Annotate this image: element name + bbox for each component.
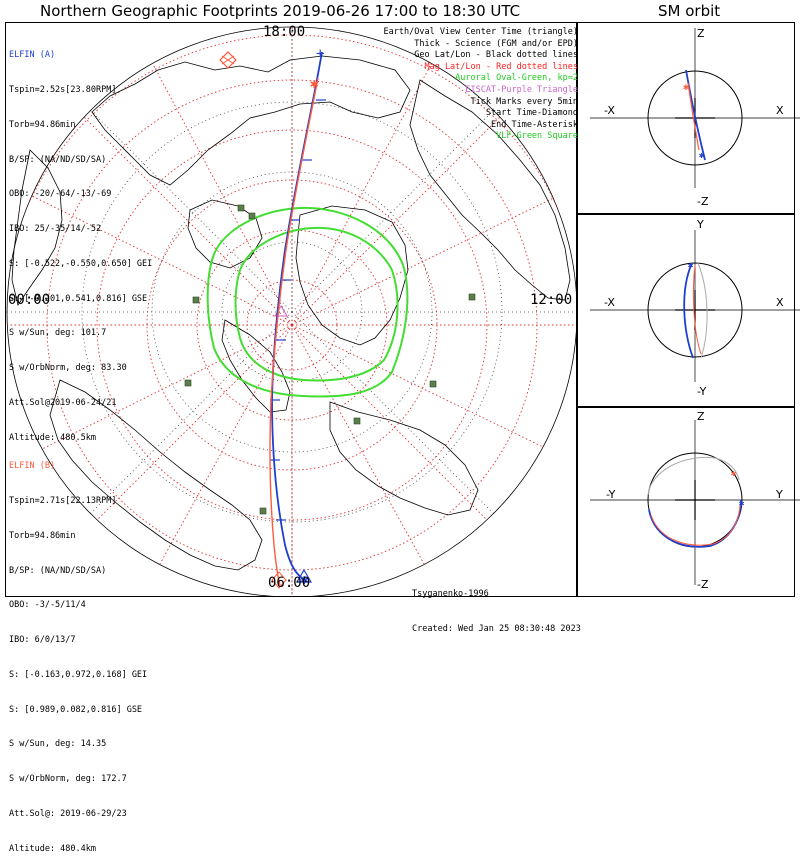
plot-title: Northern Geographic Footprints 2019-06-2…	[40, 2, 521, 20]
auroral-oval-inner	[234, 226, 399, 382]
sm-panel-2: ✱	[590, 230, 800, 382]
elfin-b-line: B/SP: (NA/ND/SD/SA)	[9, 565, 107, 576]
legend-item: Thick - Science (FGM and/or EPD)	[414, 38, 578, 49]
legend-item: Auroral Oval-Green, kp=2	[455, 73, 578, 84]
elfin-a-info: ELFIN (A) Tspin=2.52s[23.80RPM] Torb=94.…	[9, 27, 152, 456]
sm3-top: Z	[697, 410, 705, 423]
legend-item: Mag Lat/Lon - Red dotted lines	[424, 61, 578, 72]
elfin-a-line: S w/OrbNorm, deg: 83.30	[9, 363, 127, 374]
elfin-b-line: S w/Sun, deg: 14.35	[9, 739, 107, 750]
svg-text:✱: ✱	[731, 469, 737, 479]
svg-text:✱: ✱	[300, 572, 309, 588]
elfin-b-info: ELFIN (B) Tspin=2.71s[22.13RPM] Torb=94.…	[9, 438, 147, 867]
elfin-a-line: IBO: 25/-35/14/-52	[9, 224, 102, 235]
svg-text:+: +	[316, 46, 324, 62]
elfin-a-line: B/SP: (NA/ND/SD/SA)	[9, 154, 107, 165]
sm2-top: Y	[697, 218, 704, 231]
legend: Earth/Oval View Center Time (triangle) T…	[384, 27, 578, 143]
map-label-right: 12:00	[530, 292, 573, 308]
elfin-a-line: Altitude: 480.5km	[9, 432, 96, 443]
sm-orbit-title: SM orbit	[658, 2, 721, 20]
svg-text:✱: ✱	[310, 76, 319, 92]
elfin-a-line: Att.Sol@2019-06-24/21	[9, 398, 117, 408]
legend-item: Geo Lat/Lon - Black dotted lines	[414, 50, 578, 61]
sm-panel-3: ✱ ✱	[590, 420, 800, 585]
legend-item: EISCAT-Purple Triangle	[465, 84, 578, 95]
auroral-ovals	[206, 206, 409, 398]
map-frame	[5, 22, 577, 597]
elfin-b-line: Torb=94.86min	[9, 530, 76, 541]
sm2-bottom: -Y	[697, 385, 707, 398]
sm3-bottom: -Z	[697, 578, 709, 591]
footer: Tsyganenko-1996 Created: Wed Jan 25 08:3…	[412, 566, 581, 647]
sm2-right: X	[776, 296, 784, 309]
elfin-b-line: Altitude: 480.4km	[9, 843, 96, 854]
elfin-b-line: S w/OrbNorm, deg: 172.7	[9, 774, 127, 785]
svg-text:✱: ✱	[739, 499, 745, 509]
elfin-a-line: OBO: -20/-64/-13/-69	[9, 189, 112, 200]
map-label-left: 00:00	[8, 292, 51, 308]
elfin-b-heading: ELFIN (B)	[9, 461, 56, 472]
sm-panel-2-frame	[577, 214, 795, 407]
elfin-b-line: S: [-0.163,0.972,0.168] GEI	[9, 669, 148, 680]
vlf-sites	[184, 204, 476, 515]
elfin-a-heading: ELFIN (A)	[9, 50, 56, 61]
elfin-a-line: Tspin=2.52s[23.80RPM]	[9, 84, 117, 95]
sm1-left: -X	[604, 104, 615, 117]
model-name: Tsyganenko-1996	[412, 589, 489, 600]
elfin-a-line: S: [-0.522,-0.550,0.650] GEI	[9, 258, 153, 269]
auroral-oval-outer	[206, 206, 409, 398]
legend-item: End Time-Asterisk	[491, 119, 578, 130]
sm1-bottom: -Z	[697, 195, 709, 208]
sm1-top: Z	[697, 27, 705, 40]
sm1-right: X	[776, 104, 784, 117]
sm3-right: Y	[776, 488, 783, 501]
elfin-a-line: Torb=94.86min	[9, 119, 76, 130]
sm-panel-1: ✱ ✱	[590, 28, 800, 188]
created-timestamp: Created: Wed Jan 25 08:30:48 2023	[412, 623, 581, 634]
elfin-b-line: OBO: -3/-5/11/4	[9, 600, 86, 611]
elfin-b-line: Att.Sol@: 2019-06-29/23	[9, 809, 127, 819]
start-diamond	[219, 51, 237, 69]
map-label-bottom: 06:00	[268, 575, 311, 591]
elfin-a-line: S w/Sun, deg: 101.7	[9, 328, 107, 339]
svg-text:✱: ✱	[683, 82, 689, 93]
map-label-top: 18:00	[263, 24, 306, 40]
legend-item: Earth/Oval View Center Time (triangle)	[383, 27, 578, 37]
elfin-b-line: Tspin=2.71s[22.13RPM]	[9, 495, 117, 506]
coastlines	[11, 55, 571, 571]
legend-item: Start Time-Diamond	[485, 108, 578, 119]
elfin-b-line: S: [0.989,0.082,0.816] GSE	[9, 704, 143, 715]
svg-text:✱: ✱	[688, 261, 694, 271]
sm2-left: -X	[604, 296, 615, 309]
legend-item: VLF-Green Square	[496, 131, 578, 142]
sm-panel-3-frame	[577, 407, 795, 597]
legend-item: Tick Marks every 5min	[470, 96, 578, 107]
elfin-b-track: ✱	[269, 76, 319, 589]
svg-text:✱: ✱	[699, 151, 705, 161]
geo-grid	[7, 27, 576, 596]
elfin-a-line: S: [-0.201,0.541,0.816] GSE	[9, 293, 148, 304]
elfin-b-line: IBO: 6/0/13/7	[9, 635, 76, 646]
polar-map: + ✱ ✱ ✱ ✱ ✱	[6, 26, 800, 596]
sm3-left: -Y	[606, 488, 616, 501]
